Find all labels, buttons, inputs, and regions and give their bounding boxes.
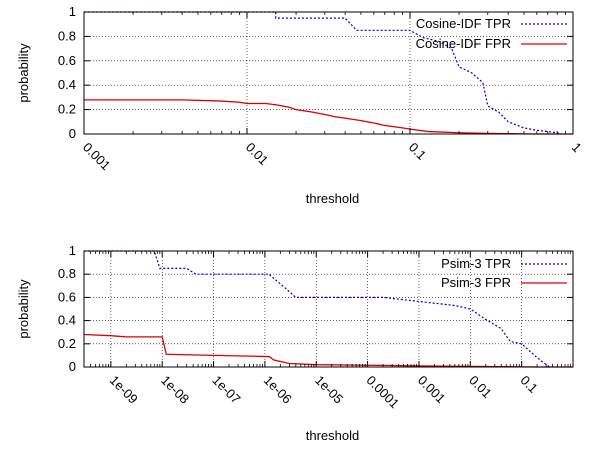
y-axis-label: probability (16, 279, 31, 339)
x-tick-label: 0.001 (415, 373, 449, 407)
series-line-1 (84, 99, 573, 135)
y-tick-label: 0.4 (58, 313, 76, 328)
legend-label-tpr: Psim-3 TPR (441, 256, 511, 271)
chart-cosine-idf: 0 0.2 0.4 0.6 0.8 1 0.001 0.01 0.1 1 probability… (16, 4, 585, 206)
y-tick-label: 0 (69, 126, 76, 141)
plot-frame (83, 250, 574, 368)
y-tick-label: 0.2 (58, 336, 76, 351)
series-line-1 (83, 333, 573, 368)
x-tick-label: 0.01 (466, 373, 495, 402)
legend: Cosine-IDF TPR Cosine-IDF FPR (416, 16, 567, 51)
y-tick-label: 0.6 (58, 289, 76, 304)
x-tick-label: 1 (569, 140, 585, 156)
legend-label-fpr: Cosine-IDF FPR (416, 36, 511, 51)
x-tick-labels: 0.001 0.01 0.1 1 (80, 140, 585, 174)
x-axis-label: threshold (306, 428, 359, 443)
ticks (84, 250, 573, 368)
x-tick-label: 1e-05 (312, 373, 346, 407)
legend-label-tpr: Cosine-IDF TPR (416, 16, 511, 31)
series-line-0 (84, 11, 562, 135)
y-tick-label: 0 (69, 359, 76, 374)
legend-label-fpr: Psim-3 FPR (441, 275, 511, 290)
y-axis-label: probability (16, 43, 31, 103)
y-tick-label: 1 (69, 243, 76, 258)
y-tick-labels: 0 0.2 0.4 0.6 0.8 1 (58, 243, 76, 374)
x-tick-label: 0.01 (243, 140, 272, 169)
chart-psim-3: 0 0.2 0.4 0.6 0.8 1 1e-09 1e-08 1e-07 1e-06 1e-05… (16, 243, 574, 443)
series-layer (83, 250, 573, 368)
ticks (83, 11, 574, 135)
series-line-0 (84, 250, 550, 368)
x-tick-labels: 1e-09 1e-08 1e-07 1e-06 1e-05 0.0001 0.001 0.01… (107, 373, 541, 412)
y-tick-label: 0.6 (58, 53, 76, 68)
y-tick-label: 1 (69, 4, 76, 19)
x-tick-label: 0.001 (80, 140, 114, 174)
x-tick-label: 1e-08 (158, 373, 192, 407)
x-tick-label: 1e-09 (107, 373, 141, 407)
series-layer (84, 11, 573, 135)
y-tick-label: 0.4 (58, 77, 76, 92)
x-tick-label: 1e-06 (261, 373, 295, 407)
y-tick-label: 0.8 (58, 28, 76, 43)
x-tick-label: 0.1 (518, 373, 541, 396)
y-tick-label: 0.2 (58, 102, 76, 117)
legend: Psim-3 TPR Psim-3 FPR (441, 256, 567, 290)
y-tick-label: 0.8 (58, 266, 76, 281)
x-tick-label: 0.0001 (363, 373, 402, 412)
y-tick-labels: 0 0.2 0.4 0.6 0.8 1 (58, 4, 76, 141)
x-axis-label: threshold (306, 191, 359, 206)
x-tick-label: 1e-07 (209, 373, 243, 407)
x-tick-label: 0.1 (406, 140, 429, 163)
plot-frame (83, 11, 574, 135)
